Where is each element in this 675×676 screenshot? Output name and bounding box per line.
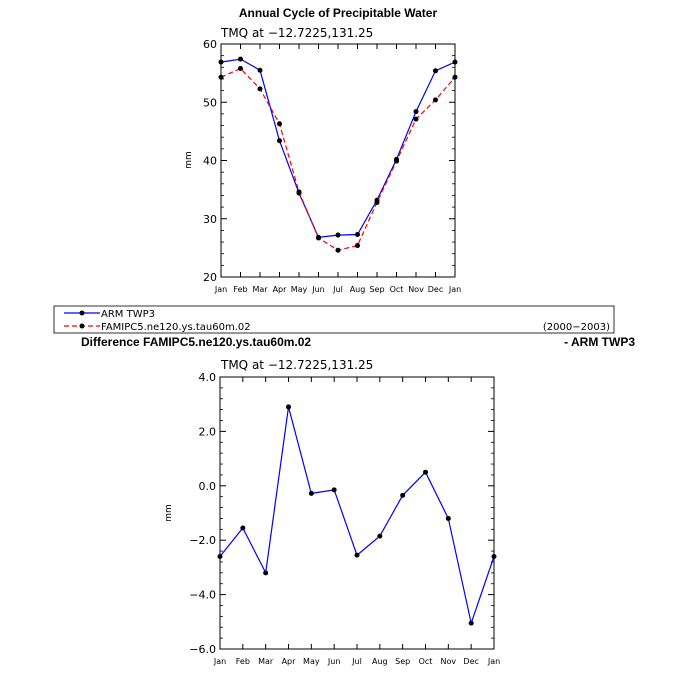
chart2-ytick-label: 0.0 [199, 480, 217, 493]
chart2-xtick-label: Jan [213, 657, 226, 666]
chart1-series-1-point [335, 247, 341, 253]
chart2-plot-frame [219, 376, 495, 650]
chart2-xtick-label: Jul [351, 657, 362, 666]
chart1-xtick-label: Jul [332, 285, 343, 294]
chart2-series-0-line [219, 406, 495, 626]
chart2-series-0-point [354, 552, 360, 558]
chart1-xtick-label: Nov [408, 285, 424, 294]
chart1-series-0-line [220, 58, 456, 239]
chart2-title-left: Difference FAMIPC5.ne120.ys.tau60m.02 [81, 335, 311, 349]
chart1-ytick-label: 20 [203, 271, 217, 284]
chart2-xtick-label: Feb [236, 657, 250, 666]
legend: ARM TWP3 FAMIPC5.ne120.ys.tau60m.02 (200… [53, 305, 615, 334]
chart1-xtick-label: Mar [252, 285, 268, 294]
chart1-series-0-point [413, 109, 419, 115]
chart1-series-1-point [433, 97, 438, 103]
chart2-series-0-point [217, 554, 223, 560]
chart2-xtick-label: Nov [441, 657, 457, 666]
chart1-xtick-label: Feb [233, 285, 247, 294]
chart2-xtick-label: May [303, 657, 320, 666]
chart2-xtick-label: Mar [258, 657, 274, 666]
chart2-xtick-label: Jan [487, 657, 500, 666]
chart1-subtitle: TMQ at −12.7225,131.25 [220, 26, 373, 40]
chart2-series-0-point [286, 404, 291, 410]
chart1-series-0-point [355, 231, 360, 237]
chart2-series-0-point [468, 620, 474, 626]
chart1-plot-frame [220, 43, 456, 278]
chart1-xtick-label: Jan [448, 285, 461, 294]
chart2-series-0-point [423, 469, 428, 475]
chart2-series-0-point [491, 554, 497, 560]
chart1-xtick-label: Aug [350, 285, 366, 294]
chart1-series-1-point [374, 199, 380, 205]
chart1-series-0-point [452, 59, 458, 65]
legend-marker-arm [79, 310, 85, 316]
chart1-series-1-point [316, 235, 321, 241]
chart2-xtick-label: Sep [395, 657, 410, 666]
chart2-series-0-point [240, 525, 246, 531]
legend-label-arm: ARM TWP3 [101, 309, 155, 320]
chart2-series-0-point [308, 490, 314, 496]
chart2-title-right: - ARM TWP3 [564, 335, 635, 349]
chart1-series-0-point [335, 232, 341, 238]
chart1-xtick-label: Sep [369, 285, 384, 294]
chart1-xtick-label: Jan [214, 285, 227, 294]
legend-label-model: FAMIPC5.ne120.ys.tau60m.02 [101, 322, 251, 333]
chart2-series-0-point [377, 533, 383, 539]
annual-cycle-chart: Annual Cycle of Precipitable Water TMQ a… [184, 6, 461, 294]
chart1-series-0-point [218, 59, 224, 65]
chart2-xtick-label: Oct [419, 657, 433, 666]
chart1-xtick-label: Jun [311, 285, 325, 294]
chart1-series-1-point [218, 74, 224, 80]
chart1-series-0-point [433, 68, 438, 74]
chart1-xtick-label: May [291, 285, 308, 294]
chart2-series-0-point [445, 515, 451, 521]
chart1-series-1-point [257, 86, 263, 92]
chart2-ytick-label: −2.0 [189, 534, 216, 547]
chart1-series-0-point [277, 138, 282, 144]
chart1-title: Annual Cycle of Precipitable Water [239, 6, 438, 20]
legend-period: (2000−2003) [543, 322, 610, 333]
chart1-series-1-line [220, 67, 456, 251]
chart1-series-1-point [394, 158, 399, 164]
chart1-xtick-label: Apr [273, 285, 288, 294]
chart1-series-1-point [413, 116, 419, 122]
chart2-ytick-label: 2.0 [199, 425, 217, 438]
chart2-ylabel: mm [164, 504, 174, 522]
chart1-xtick-label: Dec [428, 285, 443, 294]
chart1-series-1-point [355, 243, 360, 249]
difference-chart: Difference FAMIPC5.ne120.ys.tau60m.02 - … [81, 335, 635, 666]
chart1-ytick-label: 50 [203, 96, 217, 109]
chart2-series-0-point [331, 487, 337, 493]
legend-marker-model [79, 323, 85, 329]
chart2-xtick-label: Dec [463, 657, 478, 666]
chart1-series-0-point [238, 56, 243, 62]
chart2-ytick-label: 4.0 [199, 371, 217, 384]
chart2-ytick-label: −6.0 [189, 643, 216, 656]
chart2-xtick-label: Jun [327, 657, 341, 666]
chart1-ytick-label: 40 [203, 155, 217, 168]
chart1-series-1-point [452, 74, 458, 80]
chart1-series-1-point [238, 65, 243, 71]
chart1-ytick-label: 60 [203, 38, 217, 51]
chart1-series-0-point [257, 67, 263, 73]
chart1-series-1-point [277, 121, 282, 127]
chart2-series-0-point [263, 570, 269, 576]
chart2-ytick-label: −4.0 [189, 589, 216, 602]
legend-frame [53, 305, 615, 334]
chart1-ylabel: mm [184, 151, 194, 169]
chart1-series-1-point [296, 189, 302, 195]
chart2-series-0-point [400, 492, 406, 498]
chart1-xtick-label: Oct [390, 285, 404, 294]
chart2-xtick-label: Aug [372, 657, 388, 666]
chart2-subtitle: TMQ at −12.7225,131.25 [220, 358, 373, 372]
chart2-xtick-label: Apr [282, 657, 297, 666]
chart1-ytick-label: 30 [203, 213, 217, 226]
